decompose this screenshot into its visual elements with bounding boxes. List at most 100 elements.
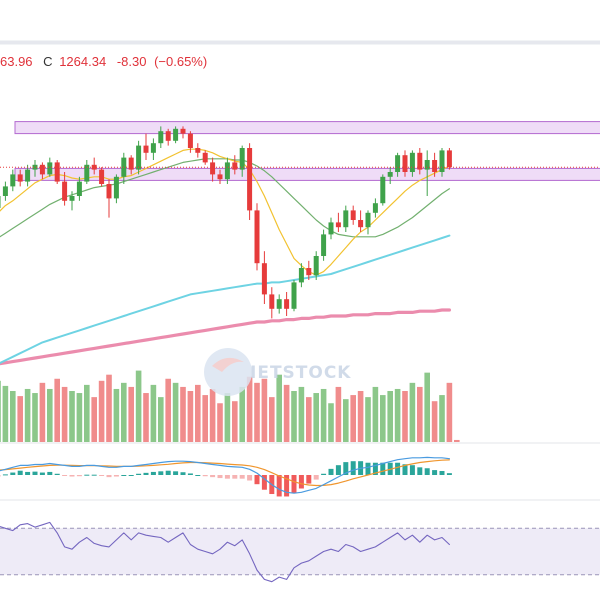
candle-body [32,164,38,170]
moving-averages [0,148,451,366]
macd-hist-30 [217,475,223,479]
candle-33 [239,145,245,177]
volume-bar-44 [320,388,327,442]
candle-15 [106,179,112,218]
candle-9 [62,172,68,206]
ma-mid-line [0,158,450,238]
candle-body [269,294,275,309]
macd-hist-24 [173,471,179,475]
volume-bar-38 [276,374,282,442]
candle-50 [365,210,371,235]
macd-hist-27 [195,475,201,476]
macd-hist-52 [380,462,386,475]
macd-hist-16 [113,475,119,477]
volume-bar-56 [409,382,416,442]
macd-hist-42 [306,475,312,484]
candle-5 [32,160,38,177]
volume-bars [0,370,460,442]
candle-body [69,196,75,201]
candle-47 [343,205,349,232]
candle-body [395,155,401,172]
volume-bar-55 [402,391,408,442]
candle-body [380,176,386,204]
volume-bar-13 [91,397,97,442]
candle-57 [417,148,423,175]
volume-bar-35 [254,382,260,442]
candle-25 [180,126,186,139]
candle-body [17,174,23,182]
candle-body [47,162,53,175]
candle-body [439,150,445,172]
macd-hist-36 [261,475,267,490]
macd-hist-57 [417,467,423,475]
volume-bar-32 [232,401,238,442]
candle-23 [165,128,171,146]
candle-body [247,148,253,211]
change-value: -8.30 [117,54,147,69]
close-prefix: C [43,54,52,69]
macd-hist-40 [291,475,297,494]
macd-hist-41 [298,475,304,489]
macd-hist-6 [39,472,45,475]
volume-bar-45 [328,403,334,442]
candle-body [350,210,356,220]
volume-bar-54 [394,388,401,442]
macd-hist-48 [350,461,356,475]
volume-bar-36 [261,378,268,442]
volume-bar-52 [380,395,386,442]
macd-hist-14 [99,475,105,476]
macd-hist-56 [409,465,415,475]
candle-43 [313,251,319,280]
candle-body [217,174,223,180]
vietstock-watermark: IETSTOCK [204,348,351,396]
candlesticks [0,126,452,319]
candle-body [321,234,327,256]
macd-hist-46 [335,465,341,475]
candle-7 [47,157,53,177]
candle-body [106,184,112,199]
rsi-pane [0,521,450,583]
candle-22 [158,126,164,148]
macd-hist-35 [254,475,260,485]
candle-body [239,148,245,170]
macd-hist-32 [232,475,238,479]
candle-body [261,263,267,295]
candle-body [343,210,349,228]
macd-hist-9 [62,475,68,476]
candle-58 [424,150,430,196]
macd-hist-31 [224,475,230,479]
candle-1 [2,181,8,201]
candle-body [313,256,319,276]
candle-body [402,155,408,172]
candle-59 [432,152,438,177]
macd-hist-39 [284,475,290,497]
volume-bar-17 [121,382,127,442]
macd-hist-60 [439,471,445,475]
candle-10 [69,191,75,211]
candle-60 [439,148,445,177]
candle-body [128,157,134,170]
watermark-logo-swoosh [212,357,244,372]
volume-bar-16 [113,388,120,442]
candle-49 [358,210,364,232]
volume-bar-8 [54,378,60,442]
candle-37 [269,287,275,319]
macd-hist-1 [2,474,8,476]
candle-body [150,143,156,153]
macd-hist-33 [239,475,245,479]
volume-bar-0 [0,380,1,442]
macd-hist-23 [165,470,171,475]
volume-bar-43 [313,393,319,442]
candle-body [84,164,90,182]
candle-6 [39,162,45,180]
volume-bar-2 [10,391,16,442]
candle-body [335,222,341,228]
watermark-text: IETSTOCK [250,363,351,383]
ma-200-line [0,308,451,366]
macd-hist-4 [25,471,31,475]
volume-bar-62 [454,439,460,442]
macd-hist-55 [402,464,408,475]
candle-body [39,164,45,175]
candle-body [173,128,179,141]
candle-body [54,162,60,182]
